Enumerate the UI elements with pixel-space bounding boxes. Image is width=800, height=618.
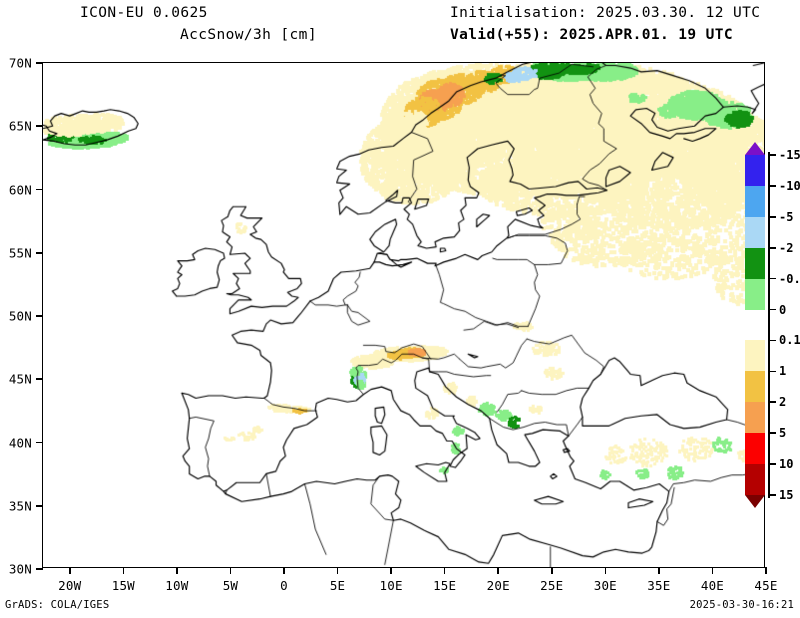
colorbar-label-0: 0: [779, 302, 787, 317]
colorbar-tick: [768, 185, 776, 187]
lon-tick: [176, 567, 178, 574]
lat-tick: [36, 315, 43, 317]
colorbar-tick: [768, 463, 776, 465]
lon-tick: [390, 567, 392, 574]
lat-tick: [36, 441, 43, 444]
initialisation-time: Initialisation: 2025.03.30. 12 UTC: [450, 5, 761, 21]
colorbar-axis-line: [768, 152, 770, 498]
colorbar-segment: [745, 155, 765, 187]
colorbar-tick: [768, 277, 776, 280]
map-plot-frame[interactable]: 30N 35N 40N 45N 50N 55N 60N 65N 70N 20W 15W 10W 5W 0 5…: [9, 56, 778, 594]
lon-label-40E: 40E: [700, 578, 725, 593]
colorbar-label-15: 15: [779, 488, 794, 502]
lon-tick: [604, 567, 607, 574]
lon-label-20E: 20E: [486, 578, 510, 593]
lat-label-35N: 35N: [8, 498, 32, 514]
lat-tick: [36, 188, 43, 191]
colorbar[interactable]: -15 -10 -5 -2 -0.1 0 0.1 1 2 5 10 15: [745, 142, 800, 508]
lon-tick: [550, 567, 553, 574]
colorbar-label-10: 10: [779, 457, 794, 472]
lat-tick: [36, 251, 43, 254]
lon-tick: [443, 567, 446, 574]
lon-label-10E: 10E: [379, 578, 403, 593]
colorbar-segment: [745, 433, 765, 465]
lat-tick: [36, 568, 43, 570]
lat-tick: [36, 378, 43, 381]
lon-label-15E: 15E: [433, 578, 457, 593]
lon-label-15W: 15W: [111, 578, 135, 593]
header-left: ICON-EU 0.0625 AccSnow/3h [cm]: [80, 5, 440, 43]
lon-label-45E: 45E: [754, 578, 778, 593]
colorbar-tick: [768, 308, 776, 311]
lat-tick: [36, 125, 43, 128]
colorbar-tick: [768, 494, 776, 496]
colorbar-label-1: 1: [779, 364, 787, 379]
colorbar-segment: [745, 278, 765, 311]
lon-tick: [336, 567, 339, 574]
lon-label-5W: 5W: [222, 578, 239, 593]
lat-label-65N: 65N: [8, 118, 32, 134]
colorbar-tick: [768, 432, 776, 434]
lon-tick: [283, 567, 285, 574]
colorbar-segment: [745, 185, 765, 218]
lat-label-70N: 70N: [8, 55, 32, 71]
lon-label-30E: 30E: [593, 578, 617, 593]
lat-label-45N: 45N: [8, 371, 32, 387]
lat-label-30N: 30N: [8, 561, 32, 577]
lat-tick: [36, 62, 43, 64]
colorbar-tick: [768, 154, 776, 156]
lat-tick: [36, 504, 43, 507]
colorbar-segment: [745, 402, 765, 434]
colorbar-label-5: 5: [779, 426, 787, 441]
colorbar-segment: [745, 371, 765, 403]
lon-label-20W: 20W: [58, 578, 82, 593]
lat-label-60N: 60N: [8, 182, 32, 197]
colorbar-label-neg2: -2: [779, 240, 794, 255]
lon-label-25E: 25E: [540, 578, 564, 593]
lon-label-35E: 35E: [647, 578, 671, 593]
colorbar-tick: [768, 216, 776, 218]
lon-tick: [711, 567, 714, 574]
valid-time: Valid(+55): 2025.APR.01. 19 UTC: [450, 27, 734, 43]
lon-tick: [229, 567, 232, 574]
colorbar-label-neg0_1: -0.1: [779, 271, 800, 286]
lon-tick: [765, 567, 767, 574]
colorbar-cap-top: [745, 142, 765, 155]
lat-label-40N: 40N: [8, 435, 32, 450]
lon-tick: [497, 567, 500, 574]
colorbar-label-2: 2: [779, 395, 787, 410]
header-right: Initialisation: 2025.03.30. 12 UTC Valid…: [450, 5, 780, 43]
colorbar-tick: [768, 370, 776, 373]
field-title: AccSnow/3h [cm]: [180, 27, 317, 43]
colorbar-label-neg5: -5: [779, 209, 794, 224]
colorbar-segment: [745, 247, 765, 280]
colorbar-label-neg10: -10: [779, 178, 800, 193]
colorbar-tick: [768, 339, 776, 342]
colorbar-tick: [768, 246, 776, 249]
colorbar-label-0_1: 0.1: [779, 333, 800, 348]
colorbar-segment: [745, 340, 765, 372]
colorbar-cap-bottom: [745, 495, 765, 508]
colorbar-segment: [745, 309, 765, 341]
lat-label-50N: 50N: [8, 308, 32, 324]
lon-tick: [658, 567, 660, 574]
model-title: ICON-EU 0.0625: [80, 5, 208, 21]
colorbar-label-neg15: -15: [779, 148, 800, 162]
lon-label-10W: 10W: [165, 578, 189, 593]
snow-accumulation-map[interactable]: [43, 63, 764, 567]
lon-label-0: 0: [280, 578, 288, 593]
lon-label-5E: 5E: [329, 578, 346, 593]
colorbar-tick: [768, 401, 776, 404]
lon-tick: [122, 567, 125, 574]
colorbar-segment: [745, 216, 765, 249]
grads-credit: GrADS: COLA/IGES: [5, 599, 110, 611]
lon-tick: [68, 567, 71, 574]
lat-label-55N: 55N: [8, 245, 32, 261]
colorbar-segment: [745, 464, 765, 496]
render-timestamp: 2025-03-30-16:21: [689, 599, 794, 611]
